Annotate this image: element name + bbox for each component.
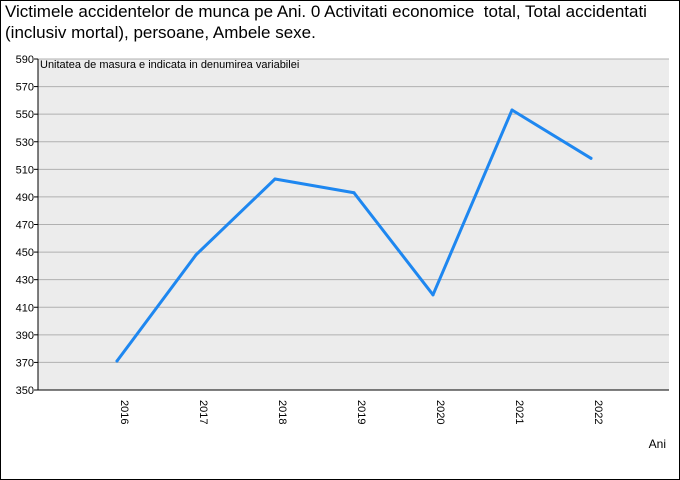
x-tick-label: 2021 [513, 400, 525, 424]
labels-layer: 350 370 390 410 430 450 470 490 510 530 550 570 590 2… [16, 54, 604, 424]
x-tick-label: 2018 [276, 400, 288, 424]
y-tick-label: 530 [16, 137, 34, 149]
data-point [115, 359, 119, 363]
y-tick-label: 430 [16, 275, 34, 287]
y-tick-label: 350 [16, 385, 34, 397]
y-tick-label: 510 [16, 164, 34, 176]
data-point [194, 253, 198, 257]
y-tick-label: 570 [16, 82, 34, 94]
y-tick-label: 550 [16, 109, 34, 121]
y-tick-label: 410 [16, 302, 34, 314]
y-tick-label: 370 [16, 357, 34, 369]
x-tick-label: 2017 [197, 400, 209, 424]
y-tick-label: 450 [16, 247, 34, 259]
data-point [273, 177, 277, 181]
chart-title: Victimele accidentelor de munca pe Ani. … [5, 2, 652, 42]
y-tick-label: 590 [16, 54, 34, 66]
y-tick-label: 470 [16, 220, 34, 232]
unit-note: Unitatea de masura e indicata in denumir… [40, 59, 299, 71]
data-point [589, 156, 593, 160]
x-axis-label: Ani [649, 437, 666, 451]
x-tick-label: 2020 [434, 400, 446, 424]
y-tick-label: 490 [16, 192, 34, 204]
series-layer [115, 108, 593, 363]
x-tick-label: 2022 [592, 400, 604, 424]
data-point [431, 293, 435, 297]
x-tick-label: 2019 [355, 400, 367, 424]
data-point [510, 108, 514, 112]
x-tick-label: 2016 [118, 400, 130, 424]
axes [34, 58, 669, 391]
y-tick-label: 390 [16, 330, 34, 342]
data-point [352, 191, 356, 195]
